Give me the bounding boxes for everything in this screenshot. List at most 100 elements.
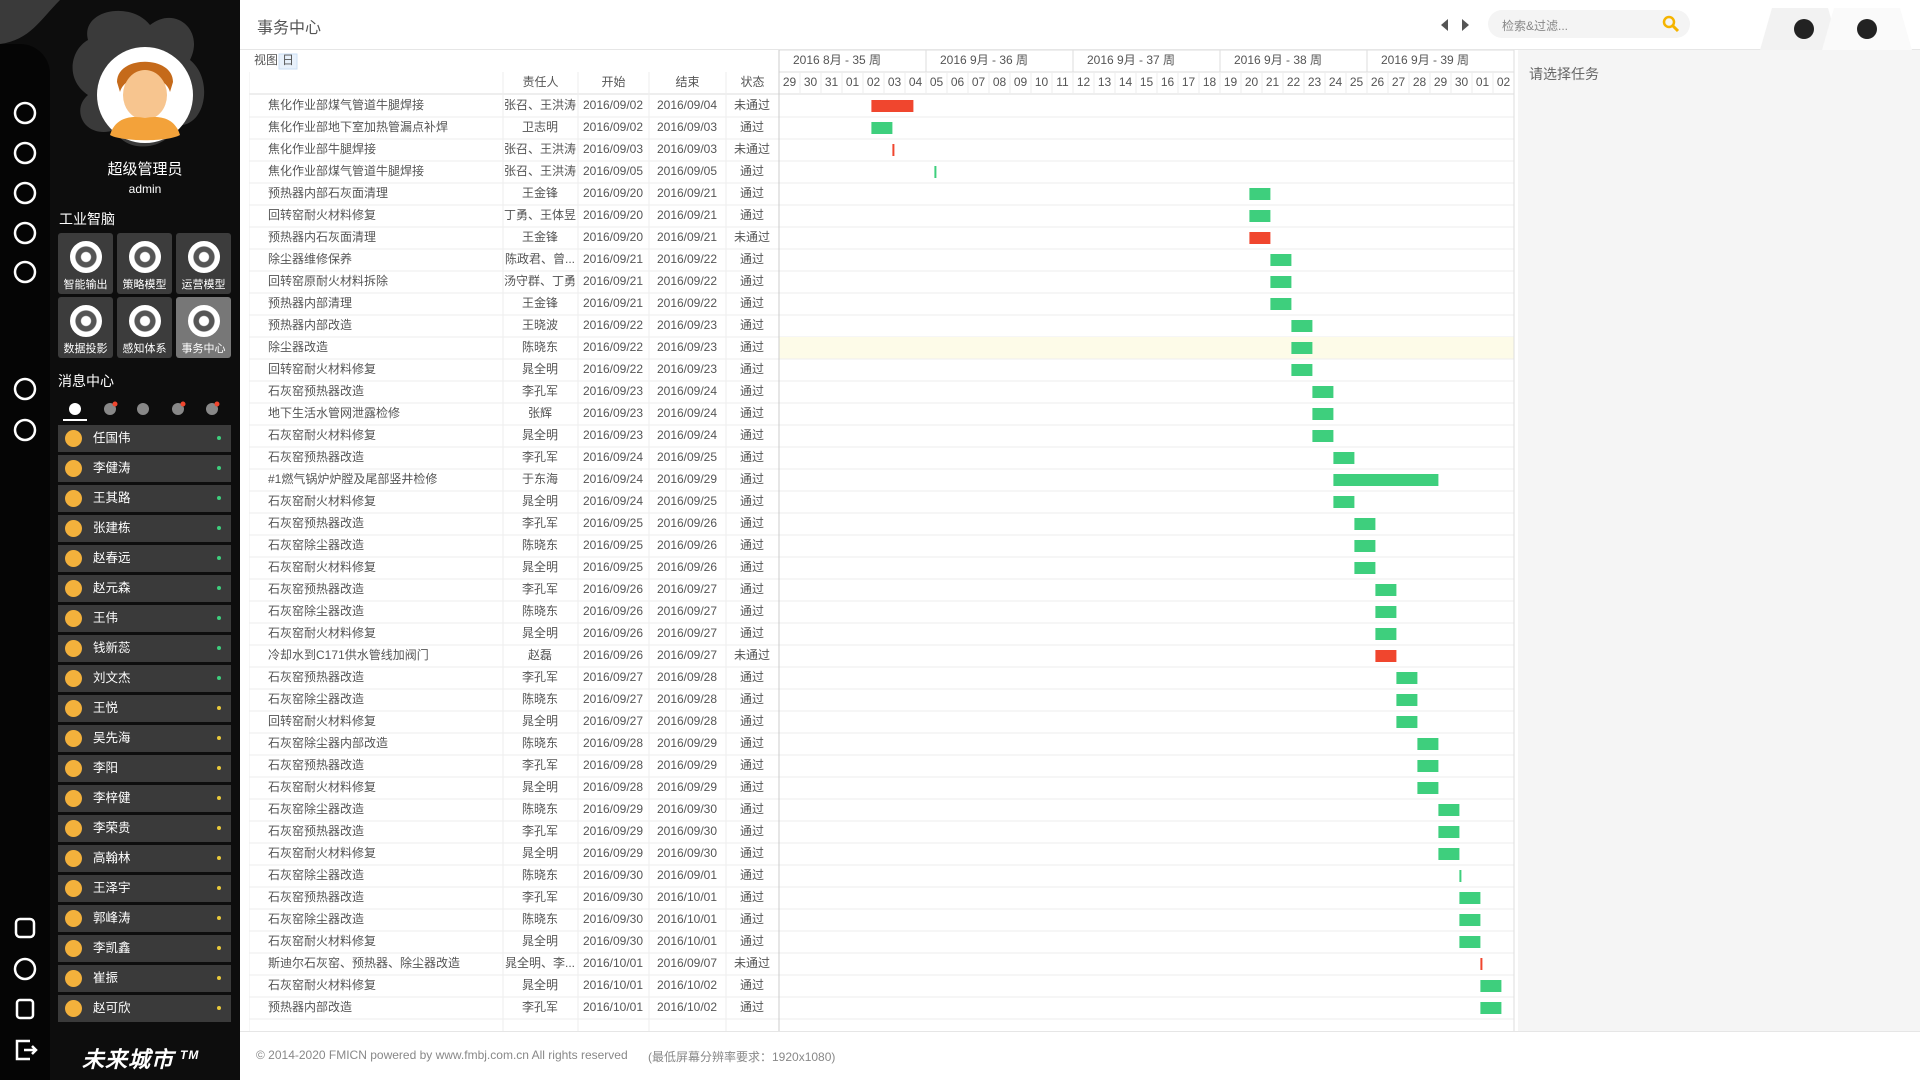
prev-button[interactable] [1441, 19, 1448, 31]
tab-icon[interactable] [69, 403, 81, 415]
nav-icon[interactable] [13, 418, 37, 442]
nav-icon[interactable] [13, 957, 37, 981]
contact[interactable]: 任国伟 [58, 425, 231, 452]
contact[interactable]: 李凯鑫 [58, 935, 231, 962]
module-tile[interactable]: 数据投影 [58, 297, 113, 358]
gantt-bar[interactable] [1354, 562, 1376, 574]
gantt-bar[interactable] [934, 166, 937, 178]
gantt-bar[interactable] [1438, 804, 1460, 816]
contact[interactable]: 王泽宇 [58, 875, 231, 902]
contact[interactable]: 刘文杰 [58, 665, 231, 692]
nav-icon[interactable] [13, 377, 37, 401]
gantt-bar[interactable] [892, 144, 895, 156]
gantt-bar[interactable] [1249, 210, 1271, 222]
nav-icon[interactable] [14, 917, 36, 939]
gantt-bar[interactable] [1417, 782, 1439, 794]
contact[interactable]: 崔振 [58, 965, 231, 992]
nav-icon[interactable] [13, 101, 37, 125]
gantt-bar[interactable] [1459, 936, 1481, 948]
gantt-bar[interactable] [1270, 298, 1292, 310]
gantt-bar[interactable] [1480, 1002, 1502, 1014]
view-mode-box[interactable] [278, 53, 298, 70]
gantt-bar[interactable] [1438, 848, 1460, 860]
task-name: 石灰窑耐火材料修复 [268, 427, 376, 442]
contact[interactable]: 李阳 [58, 755, 231, 782]
task-start: 2016/09/26 [583, 604, 643, 618]
gantt-bar[interactable] [1459, 892, 1481, 904]
gantt-bar[interactable] [871, 122, 893, 134]
logout-icon[interactable] [15, 1039, 38, 1061]
nav-icon[interactable] [15, 998, 35, 1020]
task-owner: 王金锋 [522, 229, 558, 244]
contact[interactable]: 赵春远 [58, 545, 231, 572]
tab-icon[interactable] [137, 403, 149, 415]
gantt-bar[interactable] [1312, 430, 1334, 442]
gantt-bar[interactable] [1459, 914, 1481, 926]
gantt-bar[interactable] [1333, 496, 1355, 508]
contact-avatar [65, 910, 82, 927]
module-tile[interactable]: 事务中心 [176, 297, 231, 358]
search-placeholder: 检索&过滤... [1502, 19, 1569, 33]
tab-icon[interactable] [172, 403, 184, 415]
gantt-bar[interactable] [1375, 628, 1397, 640]
nav-icon[interactable] [13, 260, 37, 284]
nav-icon[interactable] [13, 181, 37, 205]
gantt-bar[interactable] [1396, 716, 1418, 728]
contact[interactable]: 赵元森 [58, 575, 231, 602]
module-tile[interactable]: 运营模型 [176, 233, 231, 294]
contact-name: 李健涛 [93, 461, 131, 475]
gantt-bar[interactable] [1396, 672, 1418, 684]
gantt-bar[interactable] [1270, 254, 1292, 266]
task-owner: 李孔军 [522, 515, 558, 530]
next-button[interactable] [1462, 19, 1469, 31]
module-tile[interactable]: 感知体系 [117, 297, 172, 358]
gantt-bar[interactable] [1417, 738, 1439, 750]
contact[interactable]: 李梓健 [58, 785, 231, 812]
contact[interactable]: 郭峰涛 [58, 905, 231, 932]
gantt-bar[interactable] [1396, 694, 1418, 706]
task-end: 2016/09/30 [657, 802, 717, 816]
gantt-bar[interactable] [1459, 870, 1462, 882]
gantt-bar[interactable] [1249, 232, 1271, 244]
gantt-bar[interactable] [1333, 452, 1355, 464]
gantt-bar[interactable] [1291, 320, 1313, 332]
contact[interactable]: 张建栋 [58, 515, 231, 542]
gantt-bar[interactable] [1438, 826, 1460, 838]
contact[interactable]: 李健涛 [58, 455, 231, 482]
gantt-bar[interactable] [1375, 606, 1397, 618]
task-end: 2016/10/02 [657, 1000, 717, 1014]
module-tile[interactable]: 智能输出 [58, 233, 113, 294]
gantt-bar[interactable] [1375, 584, 1397, 596]
avatar-face [123, 70, 167, 120]
contact[interactable]: 李荣贵 [58, 815, 231, 842]
contact[interactable]: 钱新蕊 [58, 635, 231, 662]
contact[interactable]: 王伟 [58, 605, 231, 632]
gantt-bar[interactable] [1291, 342, 1313, 354]
gantt-bar[interactable] [1333, 474, 1439, 486]
gantt-bar[interactable] [1480, 958, 1483, 970]
gantt-bar[interactable] [871, 100, 914, 112]
nav-icon[interactable] [13, 141, 37, 165]
gantt-bar[interactable] [1312, 386, 1334, 398]
gantt-bar[interactable] [1354, 540, 1376, 552]
gantt-bar[interactable] [1375, 650, 1397, 662]
contact[interactable]: 吴先海 [58, 725, 231, 752]
tab-icon[interactable] [206, 403, 218, 415]
gantt-bar[interactable] [1291, 364, 1313, 376]
gantt-bar[interactable] [1480, 980, 1502, 992]
contact[interactable]: 高翰林 [58, 845, 231, 872]
contact[interactable]: 王悦 [58, 695, 231, 722]
tab-icon[interactable] [104, 403, 116, 415]
task-start: 2016/09/27 [583, 714, 643, 728]
gantt-bar[interactable] [1249, 188, 1271, 200]
module-tile[interactable]: 策略模型 [117, 233, 172, 294]
contact[interactable]: 赵可欣 [58, 995, 231, 1022]
gantt-bar[interactable] [1417, 760, 1439, 772]
nav-icon[interactable] [13, 221, 37, 245]
gantt-bar[interactable] [1354, 518, 1376, 530]
task-owner: 晁全明、李... [505, 955, 575, 970]
gantt-bar[interactable] [1312, 408, 1334, 420]
gantt-bar[interactable] [1270, 276, 1292, 288]
search-box[interactable]: 检索&过滤... [1488, 10, 1690, 38]
contact[interactable]: 王其路 [58, 485, 231, 512]
